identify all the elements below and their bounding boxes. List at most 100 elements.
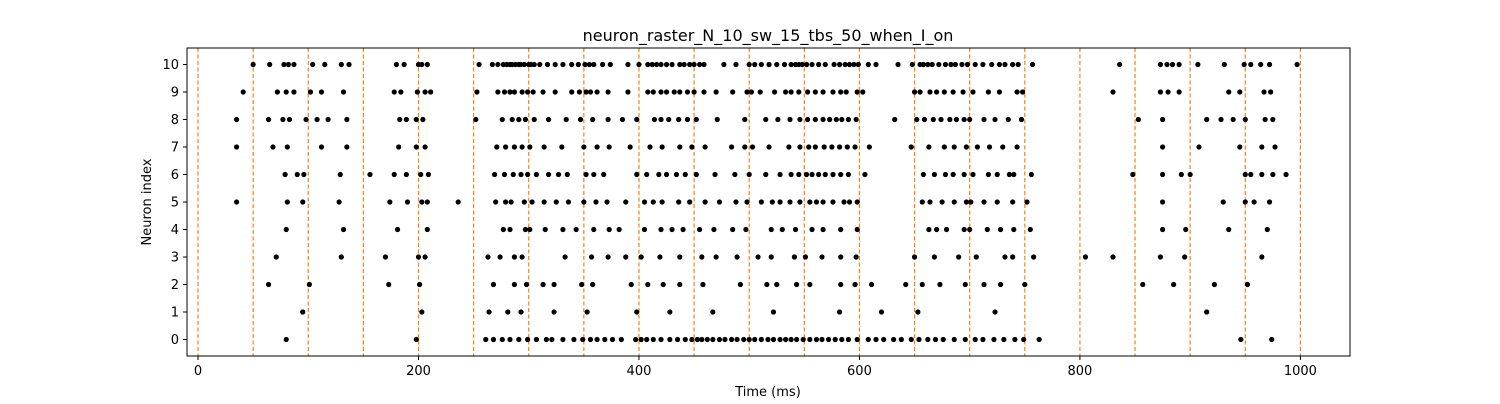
spike-point <box>647 144 653 150</box>
spike-point <box>560 226 566 233</box>
spike-point <box>516 336 522 343</box>
spike-point <box>920 61 926 68</box>
spike-point <box>619 116 626 123</box>
spike-point <box>285 61 292 68</box>
spike-point <box>865 61 871 68</box>
spike-point <box>604 199 610 205</box>
spike-point <box>529 199 535 205</box>
spike-point <box>483 336 489 343</box>
spike-point <box>1010 254 1016 260</box>
spike-point <box>830 171 836 178</box>
spike-point <box>502 199 509 205</box>
spike-point <box>749 144 756 150</box>
spike-point <box>682 336 688 343</box>
spike-point <box>775 116 781 123</box>
spike-point <box>1022 281 1028 288</box>
spike-point <box>682 171 688 178</box>
spike-point <box>822 171 828 178</box>
spike-point <box>525 336 531 343</box>
spike-point <box>788 336 794 343</box>
spike-point <box>1187 171 1193 178</box>
spike-point <box>866 144 872 150</box>
spike-point <box>571 336 577 343</box>
spike-point <box>1248 171 1254 178</box>
spike-point <box>852 144 858 150</box>
y-tick-label: 8 <box>171 113 179 128</box>
spike-point <box>802 254 809 260</box>
spike-point <box>551 309 557 315</box>
spike-point <box>1028 171 1035 178</box>
spike-point <box>1248 61 1254 68</box>
spike-point <box>985 171 992 178</box>
spike-point <box>495 89 501 95</box>
spike-point <box>744 89 750 95</box>
spike-point <box>420 116 426 123</box>
spike-point <box>951 144 957 150</box>
spike-point <box>853 254 859 260</box>
spike-point <box>865 336 871 343</box>
spike-point <box>284 144 290 150</box>
spike-point <box>625 61 631 68</box>
spike-point <box>832 336 838 343</box>
spike-point <box>997 226 1004 233</box>
spike-point <box>742 144 748 150</box>
spike-point <box>755 254 761 260</box>
spike-point <box>283 336 289 343</box>
spike-point <box>1204 309 1210 315</box>
spike-point <box>1010 199 1016 205</box>
spike-point <box>796 171 802 178</box>
spike-point <box>270 144 276 150</box>
spike-point <box>1204 116 1210 123</box>
spike-point <box>951 199 957 205</box>
spike-point <box>838 254 844 260</box>
spike-point <box>1171 281 1177 288</box>
spike-point <box>590 116 596 123</box>
spike-point <box>744 199 750 205</box>
spike-point <box>659 144 665 150</box>
spike-point <box>650 336 656 343</box>
spike-point <box>628 281 634 288</box>
spike-point <box>732 171 738 178</box>
spike-point <box>502 144 509 150</box>
spike-point <box>803 171 810 178</box>
spike-point <box>565 199 572 205</box>
spike-point <box>916 336 922 343</box>
spike-point <box>1005 116 1011 123</box>
spike-point <box>627 144 633 150</box>
spike-point <box>530 89 536 95</box>
spike-point <box>1238 336 1244 343</box>
spike-point <box>623 254 629 260</box>
spike-point <box>771 89 778 95</box>
spike-point <box>301 171 307 178</box>
y-tick-label: 10 <box>162 58 179 73</box>
spike-point <box>494 144 500 150</box>
spike-point <box>594 336 600 343</box>
spike-point <box>741 336 747 343</box>
spike-point <box>961 226 967 233</box>
spike-point <box>606 144 612 150</box>
spike-point <box>758 61 764 68</box>
spike-point <box>1002 254 1008 260</box>
spike-point <box>1011 226 1017 233</box>
spike-point <box>511 254 518 260</box>
spike-point <box>854 336 860 343</box>
spike-point <box>819 336 825 343</box>
spike-point <box>393 61 400 68</box>
spike-point <box>495 61 501 68</box>
spike-point <box>1195 61 1201 68</box>
spike-point <box>846 199 853 205</box>
spike-point <box>282 171 288 178</box>
spike-point <box>674 336 681 343</box>
spike-point <box>474 89 480 95</box>
spike-point <box>634 116 640 123</box>
spike-point <box>710 309 716 315</box>
spike-point <box>992 309 998 315</box>
spike-point <box>618 336 624 343</box>
spike-point <box>881 336 887 343</box>
spike-point <box>748 89 755 95</box>
spike-point <box>677 254 683 260</box>
spike-point <box>564 171 570 178</box>
spike-point <box>737 281 743 288</box>
spike-point <box>1031 254 1037 260</box>
